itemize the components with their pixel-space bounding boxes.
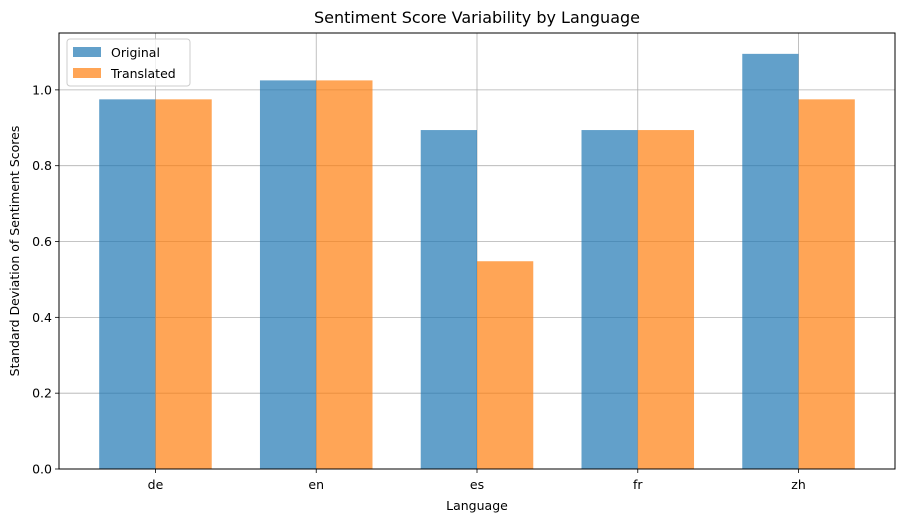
x-ticks: de en es fr zh	[148, 469, 806, 492]
bars	[99, 53, 855, 470]
legend-label-original: Original	[111, 45, 160, 60]
bar-translated-fr	[637, 130, 695, 470]
bar-translated-en	[316, 80, 373, 470]
x-tick-label: zh	[791, 477, 805, 492]
x-tick-label: de	[148, 477, 164, 492]
y-tick-label: 0.4	[32, 310, 52, 325]
bar-translated-es	[477, 261, 534, 469]
legend-label-translated: Translated	[110, 66, 176, 81]
chart-title: Sentiment Score Variability by Language	[314, 8, 640, 27]
bar-original-es	[420, 130, 477, 470]
y-tick-label: 1.0	[32, 82, 52, 97]
x-tick-label: fr	[633, 477, 643, 492]
legend-swatch-original	[73, 47, 101, 57]
x-tick-label: en	[308, 477, 324, 492]
legend: Original Translated	[66, 38, 191, 87]
bar-original-de	[99, 99, 156, 469]
bar-translated-zh	[798, 99, 855, 469]
y-axis-label: Standard Deviation of Sentiment Scores	[7, 126, 22, 377]
x-axis-label: Language	[446, 498, 508, 513]
y-tick-label: 0.0	[32, 462, 52, 477]
bar-translated-de	[155, 99, 212, 469]
legend-swatch-translated	[73, 68, 101, 78]
y-tick-label: 0.6	[32, 234, 52, 249]
y-tick-label: 0.2	[32, 386, 52, 401]
y-ticks: 0.0 0.2 0.4 0.6 0.8 1.0	[32, 82, 59, 477]
bar-original-en	[259, 80, 317, 470]
x-tick-label: es	[470, 477, 484, 492]
bar-original-zh	[742, 53, 799, 469]
bar-original-fr	[581, 130, 638, 470]
y-tick-label: 0.8	[32, 158, 52, 173]
